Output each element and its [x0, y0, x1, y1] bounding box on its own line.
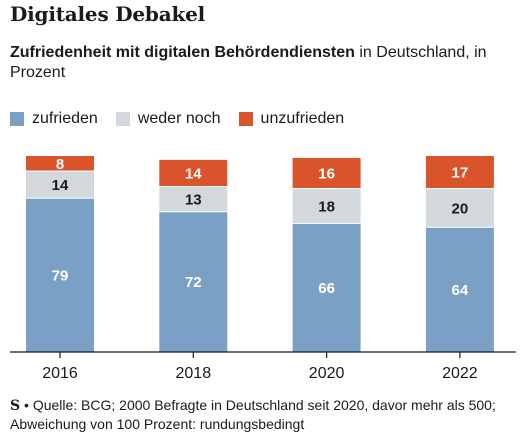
legend-swatch-unzufrieden	[238, 112, 253, 126]
bar-unzufrieden-2022	[425, 156, 494, 188]
bar-unzufrieden-2018	[159, 159, 228, 187]
publisher-logo: S	[10, 398, 21, 414]
x-tick-label-2018: 2018	[176, 365, 212, 382]
x-tick-label-2022: 2022	[442, 365, 478, 382]
bar-zufrieden-2016	[26, 198, 94, 352]
data-label-zufrieden-2020: 66	[318, 280, 335, 297]
source-note: Quelle: BCG; 2000 Befragte in Deutschlan…	[10, 397, 496, 432]
footer: S • Quelle: BCG; 2000 Befragte in Deutsc…	[10, 396, 520, 433]
legend-label-unzufrieden: unzufrieden	[260, 110, 345, 127]
data-label-weder-noch-2020: 18	[318, 198, 335, 215]
bar-zufrieden-2022	[425, 227, 494, 352]
chart-title: Digitales Debakel	[10, 2, 206, 26]
legend: zufrieden weder noch unzufrieden	[10, 110, 362, 128]
x-axis-ticks: 2016 2018 2020 2022	[42, 352, 478, 382]
data-label-weder-noch-2016: 14	[52, 177, 69, 194]
bar-unzufrieden-2016	[26, 156, 94, 171]
bars-group: 79 14 8 72 13 14 66 18 16 64 20 17	[26, 156, 494, 352]
data-label-unzufrieden-2018: 14	[185, 165, 202, 182]
data-label-weder-noch-2022: 20	[452, 200, 469, 217]
bar-weder-noch-2018	[159, 187, 228, 212]
data-label-zufrieden-2018: 72	[185, 274, 202, 291]
bar-weder-noch-2020	[292, 188, 361, 223]
legend-label-zufrieden: zufrieden	[32, 110, 98, 127]
data-label-unzufrieden-2016: 8	[56, 156, 64, 173]
bar-weder-noch-2022	[425, 188, 494, 227]
chart-subtitle: Zufriedenheit mit digitalen Behördendien…	[10, 43, 510, 83]
legend-item-weder-noch: weder noch	[115, 110, 221, 128]
bar-unzufrieden-2020	[292, 157, 361, 188]
data-label-zufrieden-2022: 64	[452, 282, 469, 299]
bar-zufrieden-2020	[292, 223, 361, 352]
legend-item-unzufrieden: unzufrieden	[238, 110, 345, 128]
legend-item-zufrieden: zufrieden	[10, 110, 98, 128]
bar-weder-noch-2016	[26, 171, 94, 198]
x-tick-label-2016: 2016	[42, 365, 78, 382]
x-tick-label-2020: 2020	[309, 365, 345, 382]
bar-zufrieden-2018	[159, 212, 228, 352]
subtitle-rest: in Deutschland, in Prozent	[10, 44, 487, 81]
footer-bullet: •	[20, 397, 33, 413]
data-label-unzufrieden-2020: 16	[318, 165, 335, 182]
legend-label-weder-noch: weder noch	[137, 110, 221, 127]
legend-swatch-weder-noch	[115, 112, 130, 126]
legend-swatch-zufrieden	[10, 112, 24, 126]
subtitle-bold: Zufriedenheit mit digitalen Behördendien…	[10, 44, 355, 61]
data-label-weder-noch-2018: 13	[185, 192, 202, 209]
data-label-zufrieden-2016: 79	[52, 267, 69, 284]
data-label-unzufrieden-2022: 17	[452, 164, 469, 181]
